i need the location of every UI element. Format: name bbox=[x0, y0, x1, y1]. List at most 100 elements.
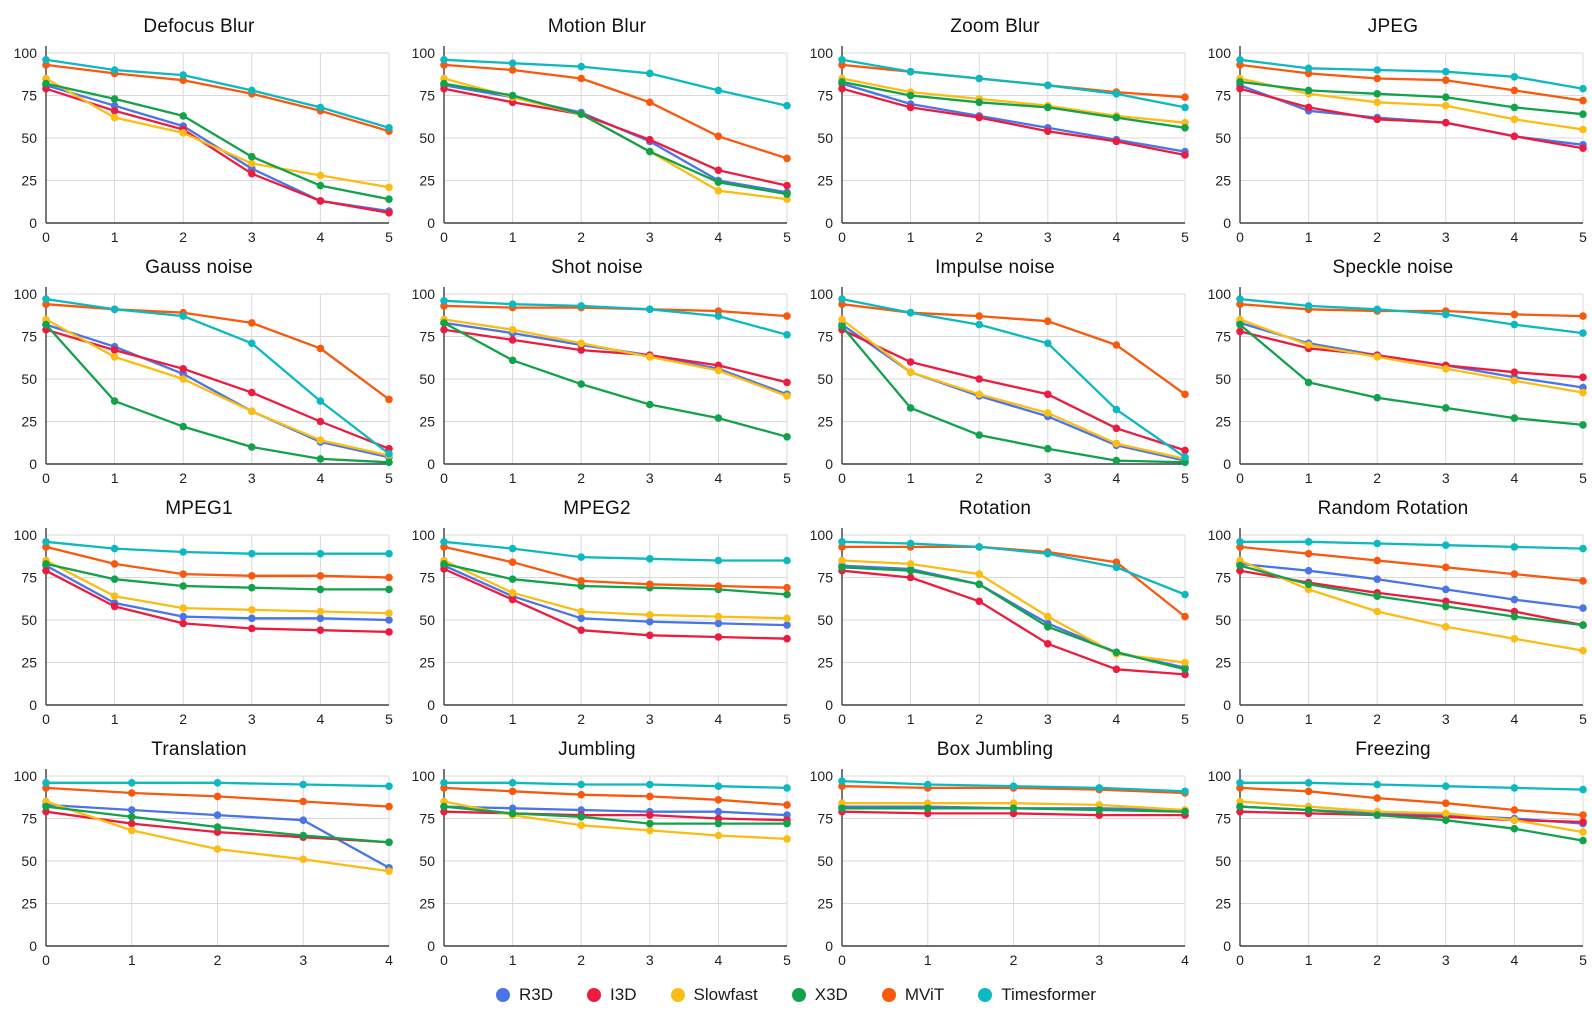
svg-text:75: 75 bbox=[1215, 811, 1231, 827]
svg-text:5: 5 bbox=[385, 229, 393, 245]
chart-title: Defocus Blur bbox=[143, 16, 255, 37]
svg-text:3: 3 bbox=[248, 711, 256, 727]
chart-title: MPEG1 bbox=[165, 498, 233, 519]
svg-text:25: 25 bbox=[21, 896, 37, 912]
svg-text:2: 2 bbox=[577, 229, 585, 245]
line-chart: 0 25 50 75 100 0 1 2 3 4 5 bbox=[1208, 527, 1587, 727]
svg-text:0: 0 bbox=[427, 697, 435, 713]
svg-text:0: 0 bbox=[825, 456, 833, 472]
svg-text:0: 0 bbox=[427, 456, 435, 472]
svg-text:50: 50 bbox=[817, 853, 833, 869]
svg-text:75: 75 bbox=[21, 811, 37, 827]
chart-panel-rotation: Rotation 0 25 50 75 100 0 1 2 3 4 5 bbox=[796, 488, 1194, 729]
svg-text:100: 100 bbox=[1208, 768, 1232, 784]
svg-text:2: 2 bbox=[179, 711, 187, 727]
svg-text:100: 100 bbox=[1208, 286, 1232, 302]
svg-text:1: 1 bbox=[111, 711, 119, 727]
svg-text:4: 4 bbox=[1511, 470, 1519, 486]
line-chart: 0 25 50 75 100 0 1 2 3 4 5 bbox=[1208, 45, 1587, 245]
svg-text:5: 5 bbox=[783, 229, 791, 245]
line-chart: 0 25 50 75 100 0 1 2 3 4 5 bbox=[810, 286, 1189, 486]
line-chart: 0 25 50 75 100 0 1 2 3 4 5 bbox=[1208, 768, 1587, 968]
svg-text:50: 50 bbox=[1215, 130, 1231, 146]
svg-text:3: 3 bbox=[1442, 711, 1450, 727]
chart-panel-zoom-blur: Zoom Blur 0 25 50 75 100 0 1 2 3 4 5 bbox=[796, 6, 1194, 247]
svg-text:0: 0 bbox=[29, 215, 37, 231]
chart-title: Speckle noise bbox=[1332, 257, 1454, 278]
svg-text:0: 0 bbox=[42, 470, 50, 486]
svg-text:100: 100 bbox=[1208, 45, 1232, 61]
svg-text:2: 2 bbox=[1373, 470, 1381, 486]
svg-text:25: 25 bbox=[21, 414, 37, 430]
chart-title: Impulse noise bbox=[935, 257, 1055, 278]
chart-title: Motion Blur bbox=[547, 16, 647, 37]
svg-text:100: 100 bbox=[810, 45, 834, 61]
legend-item-r3d: R3D bbox=[496, 985, 553, 1005]
svg-text:100: 100 bbox=[412, 45, 436, 61]
svg-text:50: 50 bbox=[1215, 612, 1231, 628]
chart-title: Box Jumbling bbox=[936, 739, 1054, 760]
svg-text:1: 1 bbox=[128, 952, 136, 968]
svg-text:3: 3 bbox=[1442, 470, 1450, 486]
svg-text:2: 2 bbox=[577, 470, 585, 486]
svg-text:3: 3 bbox=[1044, 470, 1052, 486]
svg-text:1: 1 bbox=[509, 470, 517, 486]
svg-text:50: 50 bbox=[817, 612, 833, 628]
svg-text:100: 100 bbox=[14, 286, 38, 302]
chart-panel-speckle-noise: Speckle noise 0 25 50 75 100 0 1 2 3 4 5 bbox=[1194, 247, 1592, 488]
line-chart: 0 25 50 75 100 0 1 2 3 4 5 bbox=[810, 45, 1189, 245]
svg-text:0: 0 bbox=[440, 952, 448, 968]
svg-text:3: 3 bbox=[646, 229, 654, 245]
svg-text:5: 5 bbox=[1579, 952, 1587, 968]
svg-text:4: 4 bbox=[1113, 470, 1121, 486]
svg-text:25: 25 bbox=[21, 655, 37, 671]
svg-text:0: 0 bbox=[1236, 952, 1244, 968]
legend-label: Timesformer bbox=[1001, 985, 1096, 1004]
chart-panel-freezing: Freezing 0 25 50 75 100 0 1 2 3 4 5 bbox=[1194, 729, 1592, 970]
chart-title: Translation bbox=[151, 739, 247, 760]
svg-text:3: 3 bbox=[646, 711, 654, 727]
line-chart: 0 25 50 75 100 0 1 2 3 4 5 bbox=[1208, 286, 1587, 486]
svg-text:0: 0 bbox=[838, 711, 846, 727]
legend-label: I3D bbox=[610, 985, 637, 1004]
chart-panel-motion-blur: Motion Blur 0 25 50 75 100 0 1 2 3 4 5 bbox=[398, 6, 796, 247]
svg-text:0: 0 bbox=[42, 229, 50, 245]
line-chart: 0 25 50 75 100 0 1 2 3 4 5 bbox=[14, 45, 393, 245]
svg-text:1: 1 bbox=[907, 229, 915, 245]
legend-item-i3d: I3D bbox=[587, 985, 637, 1005]
svg-text:5: 5 bbox=[385, 711, 393, 727]
svg-text:100: 100 bbox=[14, 768, 38, 784]
chart-panel-random-rotation: Random Rotation 0 25 50 75 100 0 1 2 3 4 5 bbox=[1194, 488, 1592, 729]
legend-item-slowfast: Slowfast bbox=[670, 985, 758, 1005]
svg-text:4: 4 bbox=[385, 952, 393, 968]
svg-text:25: 25 bbox=[419, 896, 435, 912]
svg-text:50: 50 bbox=[21, 371, 37, 387]
chart-title: Shot noise bbox=[551, 257, 643, 278]
chart-grid: Defocus Blur 0 25 50 75 100 0 1 2 3 4 5 Motion Blu… bbox=[0, 6, 1592, 970]
svg-text:1: 1 bbox=[509, 711, 517, 727]
svg-text:2: 2 bbox=[577, 952, 585, 968]
chart-panel-box-jumbling: Box Jumbling 0 25 50 75 100 0 1 2 3 4 bbox=[796, 729, 1194, 970]
svg-text:0: 0 bbox=[838, 952, 846, 968]
svg-text:75: 75 bbox=[419, 329, 435, 345]
line-chart: 0 25 50 75 100 0 1 2 3 4 5 bbox=[412, 286, 791, 486]
svg-text:2: 2 bbox=[975, 229, 983, 245]
svg-text:25: 25 bbox=[419, 173, 435, 189]
svg-text:3: 3 bbox=[299, 952, 307, 968]
chart-title: JPEG bbox=[1367, 16, 1419, 37]
svg-text:0: 0 bbox=[1236, 711, 1244, 727]
svg-text:2: 2 bbox=[179, 470, 187, 486]
legend-label: Slowfast bbox=[693, 985, 758, 1004]
svg-text:4: 4 bbox=[1113, 711, 1121, 727]
svg-text:2: 2 bbox=[179, 229, 187, 245]
svg-text:75: 75 bbox=[817, 88, 833, 104]
svg-text:50: 50 bbox=[1215, 371, 1231, 387]
svg-text:1: 1 bbox=[924, 952, 932, 968]
svg-text:100: 100 bbox=[14, 45, 38, 61]
svg-text:0: 0 bbox=[29, 938, 37, 954]
svg-text:2: 2 bbox=[1373, 229, 1381, 245]
legend-color-dot bbox=[978, 988, 993, 1002]
svg-text:50: 50 bbox=[21, 853, 37, 869]
svg-text:5: 5 bbox=[1579, 711, 1587, 727]
